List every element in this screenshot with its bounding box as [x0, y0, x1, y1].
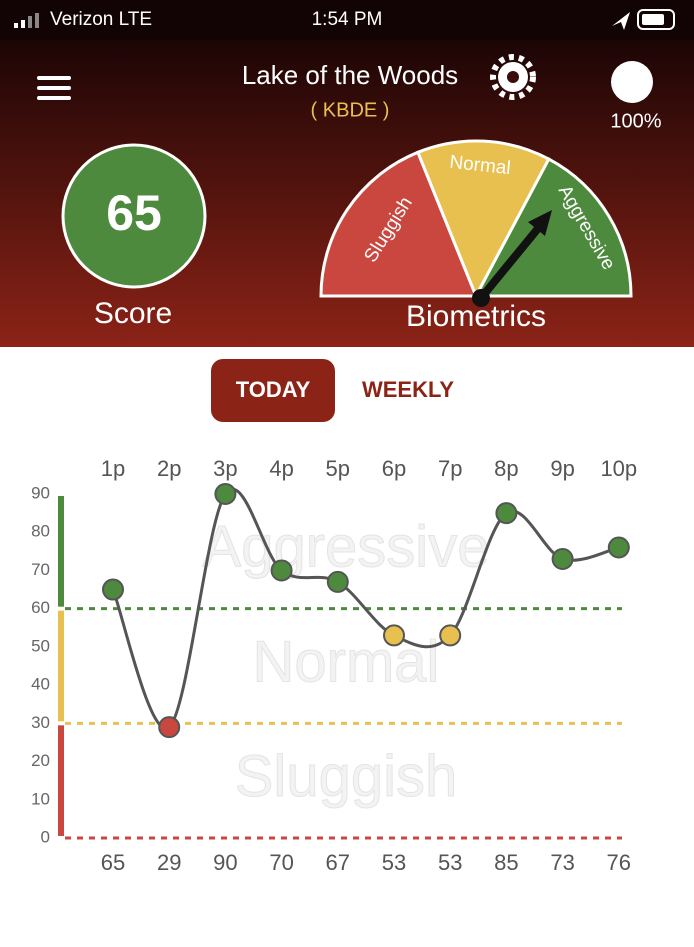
value-label: 73 — [550, 850, 574, 875]
y-tick-label: 90 — [31, 483, 50, 502]
zone-bar — [58, 725, 64, 836]
data-point — [383, 624, 405, 647]
data-point — [102, 578, 124, 601]
zone-bar — [58, 610, 64, 722]
station-code: ( KBDE ) — [311, 99, 390, 121]
data-point — [551, 547, 574, 570]
x-tick-label: 2p — [157, 456, 181, 481]
x-tick-label: 7p — [438, 456, 462, 481]
data-point — [158, 716, 181, 739]
data-point — [607, 536, 630, 559]
zone-watermark: Sluggish — [235, 744, 457, 809]
tab-today[interactable] — [211, 359, 335, 422]
y-tick-label: 50 — [31, 636, 50, 655]
zone-watermark: Normal — [253, 629, 440, 694]
station-title: Lake of the Woods — [242, 60, 458, 90]
clock: 1:54 PM — [312, 9, 383, 30]
battery-circle — [611, 61, 653, 103]
y-tick-label: 40 — [31, 675, 50, 694]
y-tick-label: 0 — [41, 827, 50, 846]
battery-icon — [637, 9, 675, 30]
y-tick-label: 80 — [31, 522, 50, 541]
chart: 0 10 20 30 40 50 60 70 80 90 Aggressive Normal Slugg… — [31, 456, 637, 875]
y-tick-label: 30 — [31, 713, 50, 732]
settings-button[interactable] — [490, 54, 536, 100]
battery-level — [642, 14, 664, 25]
value-label: 53 — [382, 850, 406, 875]
y-tick-label: 70 — [31, 560, 50, 579]
value-label: 85 — [494, 850, 518, 875]
y-tick-label: 60 — [31, 598, 50, 617]
location-icon — [612, 12, 630, 30]
value-label: 90 — [213, 850, 237, 875]
tab-today-label[interactable]: TODAY — [236, 377, 311, 402]
score-value: 65 — [106, 185, 162, 241]
y-tick-label: 10 — [31, 789, 50, 808]
tab-weekly[interactable]: WEEKLY — [362, 377, 454, 402]
data-point — [214, 483, 237, 505]
x-tick-label: 5p — [326, 456, 350, 481]
carrier: Verizon LTE — [50, 9, 152, 30]
score-label: Score — [94, 297, 172, 330]
gauge-title: Biometrics — [406, 300, 546, 333]
status-bar — [0, 0, 694, 40]
x-tick-label: 10p — [600, 456, 637, 481]
data-point — [439, 624, 462, 647]
value-label: 53 — [438, 850, 462, 875]
value-label: 70 — [269, 850, 293, 875]
value-label: 76 — [607, 850, 631, 875]
signal-icon — [14, 13, 39, 28]
data-point — [326, 570, 349, 593]
x-tick-label: 3p — [213, 456, 237, 481]
x-tick-label: 1p — [101, 456, 125, 481]
x-tick-label: 4p — [269, 456, 293, 481]
battery-percent: 100% — [610, 110, 661, 132]
zone-watermark: Aggressive — [203, 515, 490, 580]
value-label: 29 — [157, 850, 181, 875]
x-tick-label: 6p — [382, 456, 406, 481]
zone-bar — [58, 496, 64, 607]
menu-button[interactable] — [37, 76, 71, 100]
x-tick-label: 9p — [550, 456, 574, 481]
data-point — [495, 502, 518, 525]
x-tick-label: 8p — [494, 456, 518, 481]
y-tick-label: 20 — [31, 751, 50, 770]
value-label: 65 — [101, 850, 125, 875]
score-circle — [61, 143, 207, 289]
gauge-needle — [472, 210, 552, 307]
data-point — [270, 559, 293, 582]
value-label: 67 — [326, 850, 350, 875]
